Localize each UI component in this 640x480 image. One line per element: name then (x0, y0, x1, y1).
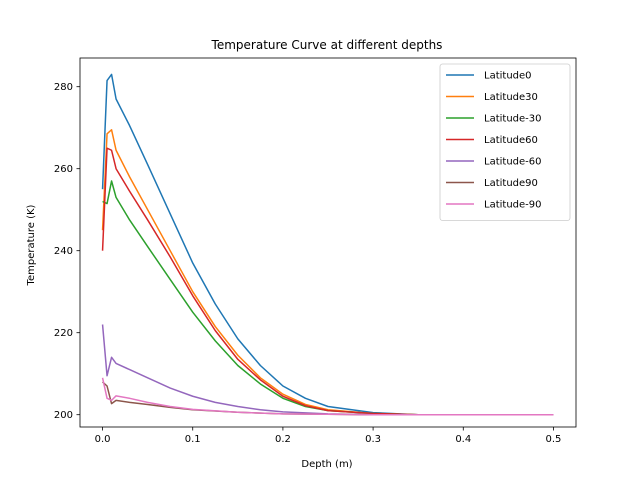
y-axis-label: Temperature (K) (26, 204, 37, 286)
y-tick-label: 260 (54, 164, 73, 175)
y-tick-label: 200 (54, 410, 73, 421)
legend-label: Latitude-60 (484, 157, 542, 168)
legend-label: Latitude90 (484, 178, 538, 189)
legend-label: Latitude30 (484, 92, 538, 103)
x-tick-label: 0.2 (275, 434, 291, 445)
y-axis-ticks: 200 220 240 260 280 (54, 82, 80, 421)
legend-label: Latitude-90 (484, 200, 542, 211)
plot-area (79, 57, 577, 428)
axes-frame (79, 57, 577, 428)
legend-label: Latitude60 (484, 135, 538, 146)
series-line-7 (101, 377, 554, 416)
x-tick-label: 0.5 (546, 434, 562, 445)
x-tick-label: 0.3 (365, 434, 381, 445)
series-line-5 (101, 324, 554, 416)
x-tick-label: 0.1 (185, 434, 201, 445)
chart-title: Temperature Curve at different depths (211, 38, 443, 52)
y-tick-label: 220 (54, 328, 73, 339)
y-tick-label: 240 (54, 246, 73, 257)
x-tick-label: 0.0 (95, 434, 111, 445)
legend-label: Latitude0 (484, 71, 532, 82)
x-tick-label: 0.4 (455, 434, 471, 445)
x-axis-ticks: 0.0 0.1 0.2 0.3 0.4 0.5 (95, 427, 562, 445)
legend: Latitude0 Latitude30 Latitude-30 Latitude60… (439, 63, 571, 221)
x-axis-label: Depth (m) (301, 459, 352, 470)
y-tick-label: 280 (54, 82, 73, 93)
legend-label: Latitude-30 (484, 114, 542, 125)
legend-box (439, 63, 571, 221)
